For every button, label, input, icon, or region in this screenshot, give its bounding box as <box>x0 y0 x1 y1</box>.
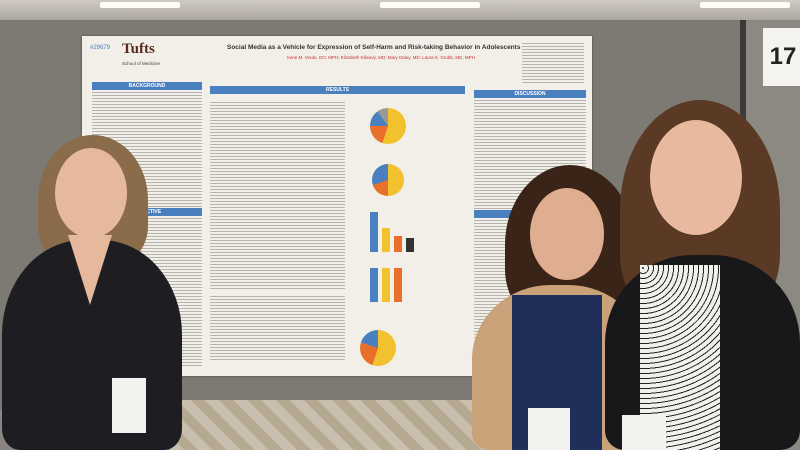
face <box>530 188 604 280</box>
pie-chart <box>370 108 406 144</box>
poster-authors: Irene M. Verde, DO, MPH; Elizabeth Kille… <box>287 55 475 60</box>
carpet <box>170 400 490 450</box>
ceiling-light <box>700 2 790 8</box>
poster-title: Social Media as a Vehicle for Expression… <box>227 44 521 51</box>
name-badge <box>622 415 666 450</box>
results-table <box>210 294 345 362</box>
ceiling-light <box>380 2 480 8</box>
poster-number: #29679 <box>90 45 111 51</box>
pie-chart <box>360 330 396 366</box>
face <box>650 120 742 235</box>
bar-chart <box>370 212 414 252</box>
poster-sidebar-text <box>522 41 584 83</box>
name-badge <box>112 378 146 433</box>
face <box>55 148 127 238</box>
school-name: School of Medicine <box>122 61 161 66</box>
name-badge <box>528 408 570 450</box>
section-header-discussion: DISCUSSION <box>474 90 586 98</box>
tufts-logo: Tufts <box>122 41 155 57</box>
bar-chart <box>370 268 420 302</box>
section-header-background: BACKGROUND <box>92 82 202 90</box>
booth-number-sign: 17 <box>763 28 800 86</box>
results-table <box>210 100 345 290</box>
section-header-results: RESULTS <box>210 86 465 94</box>
pie-chart <box>372 164 404 196</box>
ceiling <box>0 0 800 22</box>
ceiling-light <box>100 2 180 8</box>
